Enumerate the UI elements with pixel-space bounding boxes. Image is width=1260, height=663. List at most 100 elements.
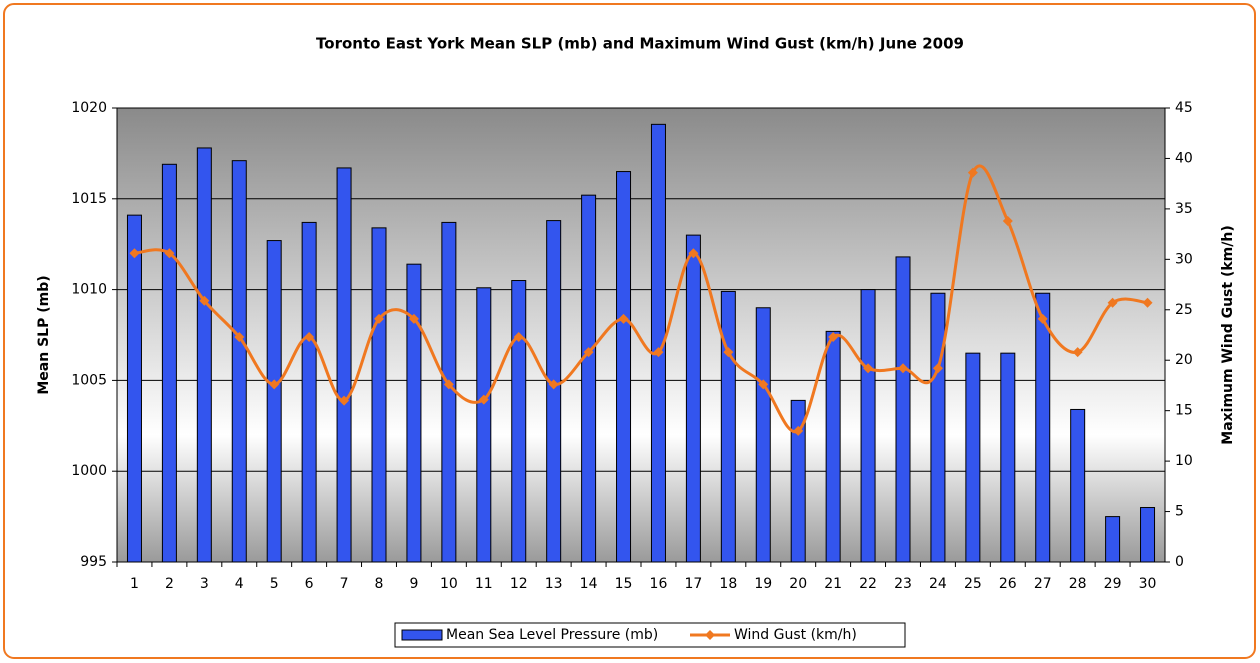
x-tick-label: 24 bbox=[929, 576, 947, 592]
bar bbox=[406, 263, 422, 563]
marker bbox=[688, 248, 699, 259]
x-tick-label: 22 bbox=[859, 576, 877, 592]
bar bbox=[371, 227, 387, 563]
bar bbox=[1035, 292, 1051, 563]
marker bbox=[967, 167, 978, 178]
x-tick-label: 27 bbox=[1034, 576, 1052, 592]
y2-tick-label: 5 bbox=[1175, 504, 1184, 520]
marker bbox=[932, 363, 943, 374]
x-tick-label: 28 bbox=[1069, 576, 1087, 592]
y-tick-label: 1010 bbox=[71, 282, 107, 298]
x-tick-label: 4 bbox=[235, 576, 244, 592]
marker bbox=[164, 248, 175, 259]
legend-marker bbox=[705, 630, 715, 640]
x-tick-label: 16 bbox=[650, 576, 668, 592]
y2-tick-label: 30 bbox=[1175, 251, 1193, 267]
bar bbox=[336, 167, 352, 563]
marker bbox=[269, 379, 280, 390]
x-tick-label: 29 bbox=[1104, 576, 1122, 592]
y2-tick-label: 0 bbox=[1175, 554, 1184, 570]
x-tick-label: 25 bbox=[964, 576, 982, 592]
marker bbox=[129, 248, 140, 259]
marker bbox=[513, 332, 524, 343]
marker bbox=[898, 363, 908, 374]
marker bbox=[339, 395, 350, 406]
bar bbox=[196, 147, 212, 563]
marker bbox=[618, 313, 629, 324]
x-tick-label: 26 bbox=[999, 576, 1017, 592]
marker bbox=[1002, 215, 1013, 226]
x-tick-label: 8 bbox=[375, 576, 384, 592]
x-tick-label: 14 bbox=[580, 576, 598, 592]
x-tick-label: 30 bbox=[1139, 576, 1157, 592]
bar bbox=[231, 160, 247, 563]
marker bbox=[583, 347, 594, 358]
plot-area bbox=[117, 108, 1165, 562]
x-tick-label: 18 bbox=[719, 576, 737, 592]
marker bbox=[304, 332, 315, 343]
x-tick-label: 9 bbox=[409, 576, 418, 592]
x-tick-label: 1 bbox=[130, 576, 139, 592]
bar bbox=[790, 399, 806, 563]
x-tick-label: 11 bbox=[475, 576, 493, 592]
y2-tick-label: 25 bbox=[1175, 302, 1193, 318]
bar bbox=[755, 307, 771, 563]
legend-label: Mean Sea Level Pressure (mb) bbox=[446, 627, 658, 643]
marker bbox=[1142, 297, 1153, 308]
x-tick-label: 10 bbox=[440, 576, 458, 592]
bar bbox=[301, 221, 317, 563]
legend-label: Wind Gust (km/h) bbox=[734, 627, 857, 643]
x-tick-label: 17 bbox=[684, 576, 702, 592]
marker bbox=[478, 394, 489, 405]
x-tick-label: 23 bbox=[894, 576, 912, 592]
bar bbox=[720, 290, 736, 563]
y-tick-label: 1000 bbox=[71, 463, 107, 479]
marker bbox=[1037, 313, 1048, 324]
bar bbox=[895, 256, 911, 563]
line bbox=[134, 164, 1148, 434]
x-tick-label: 3 bbox=[200, 576, 209, 592]
marker bbox=[234, 332, 245, 343]
bar bbox=[511, 280, 527, 563]
bar bbox=[126, 214, 142, 563]
x-tick-label: 12 bbox=[510, 576, 528, 592]
y-axis-label: Mean SLP (mb) bbox=[36, 275, 52, 394]
bar bbox=[860, 289, 876, 563]
bar bbox=[546, 220, 562, 563]
bar bbox=[441, 221, 457, 563]
y2-axis-label: Maximum Wind Gust (km/h) bbox=[1220, 225, 1236, 444]
marker bbox=[828, 332, 839, 343]
bar bbox=[650, 123, 666, 563]
bar bbox=[266, 240, 282, 563]
y-tick-label: 1015 bbox=[71, 191, 107, 207]
marker bbox=[653, 347, 664, 358]
bar bbox=[965, 352, 981, 563]
marker bbox=[863, 363, 874, 374]
y-tick-label: 1020 bbox=[71, 100, 107, 116]
bar bbox=[161, 163, 177, 563]
x-tick-label: 20 bbox=[789, 576, 807, 592]
chart-title: Toronto East York Mean SLP (mb) and Maxi… bbox=[316, 35, 964, 53]
bar bbox=[1000, 352, 1016, 563]
y-tick-label: 1005 bbox=[71, 372, 107, 388]
marker bbox=[1107, 297, 1118, 308]
y2-tick-label: 20 bbox=[1175, 352, 1193, 368]
y2-tick-label: 45 bbox=[1175, 100, 1193, 116]
bar bbox=[581, 194, 597, 563]
y2-tick-label: 10 bbox=[1175, 453, 1193, 469]
y2-tick-label: 40 bbox=[1175, 150, 1193, 166]
marker bbox=[443, 379, 454, 390]
marker bbox=[1072, 347, 1083, 358]
y-tick-label: 995 bbox=[80, 554, 107, 570]
marker bbox=[199, 295, 210, 306]
bar bbox=[476, 287, 492, 563]
x-tick-label: 19 bbox=[754, 576, 772, 592]
legend bbox=[394, 622, 906, 648]
y2-tick-label: 35 bbox=[1175, 201, 1193, 217]
x-tick-label: 21 bbox=[824, 576, 842, 592]
x-tick-label: 2 bbox=[165, 576, 174, 592]
marker bbox=[374, 313, 384, 324]
bar bbox=[930, 292, 946, 563]
